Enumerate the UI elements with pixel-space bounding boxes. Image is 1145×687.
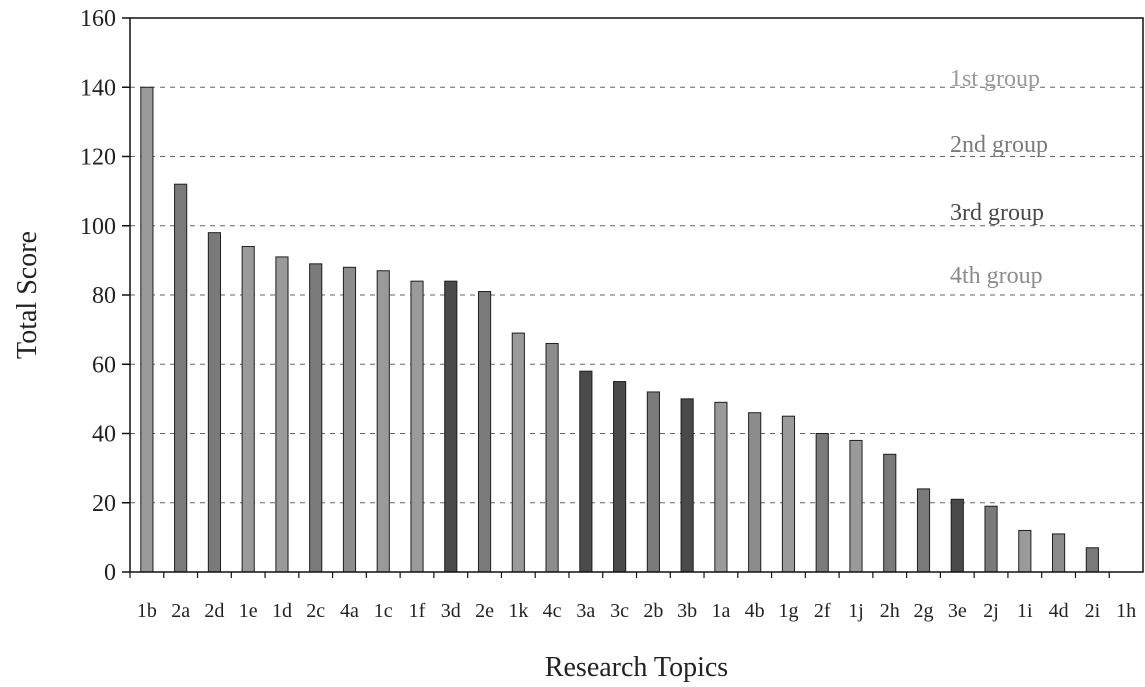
y-tick-label: 100 xyxy=(80,214,116,240)
bar-2f xyxy=(815,433,829,573)
y-tick-label: 0 xyxy=(104,560,116,586)
bar-1j xyxy=(849,439,863,573)
x-tick-label: 1g xyxy=(778,600,798,622)
x-tick-label: 2f xyxy=(814,600,831,622)
bar-2j xyxy=(984,505,998,573)
x-tick-label: 2h xyxy=(880,600,900,622)
bar-4d xyxy=(1052,533,1066,573)
bar-2i xyxy=(1085,547,1099,573)
x-tick-label: 4a xyxy=(340,600,359,622)
bar-4c xyxy=(545,342,559,573)
bar-2e xyxy=(477,291,492,573)
x-tick-label: 4d xyxy=(1049,600,1069,622)
bar-3c xyxy=(613,381,627,573)
bar-1d xyxy=(275,256,289,573)
x-tick-label: 1i xyxy=(1017,600,1033,622)
bar-1b xyxy=(140,86,154,573)
bar-3d xyxy=(444,280,458,573)
x-tick-label: 1k xyxy=(508,600,528,622)
x-tick-label: 2g xyxy=(914,600,934,622)
x-tick-label: 1j xyxy=(848,600,864,622)
legend-item: 4th group xyxy=(950,263,1043,289)
y-tick-label: 20 xyxy=(92,491,116,517)
x-tick-label: 3b xyxy=(677,600,697,622)
x-tick-label: 3d xyxy=(441,600,461,622)
x-tick-label: 3a xyxy=(576,600,595,622)
x-tick-label: 2c xyxy=(306,600,325,622)
bar-2d xyxy=(207,232,221,573)
x-tick-label: 1h xyxy=(1116,600,1136,622)
x-tick-label: 3e xyxy=(948,600,967,622)
y-tick-label: 140 xyxy=(80,75,116,101)
y-tick-label: 80 xyxy=(92,283,116,309)
bar-2c xyxy=(309,263,323,573)
bar-3b xyxy=(680,398,694,573)
y-tick-label: 160 xyxy=(80,6,116,32)
x-tick-label: 1c xyxy=(374,600,393,622)
legend-item: 1st group xyxy=(950,66,1040,92)
x-tick-label: 2d xyxy=(204,600,224,622)
x-tick-label: 2i xyxy=(1085,600,1101,622)
x-tick-label: 1f xyxy=(409,600,426,622)
bar-3e xyxy=(950,498,964,573)
x-tick-label: 2e xyxy=(475,600,494,622)
bar-1g xyxy=(781,415,796,573)
gridlines xyxy=(130,86,1143,504)
y-axis-title: Total Score xyxy=(12,231,43,359)
bar-1e xyxy=(241,246,255,573)
bar-1i xyxy=(1018,529,1032,573)
x-tick-label: 4c xyxy=(543,600,562,622)
bar-4b xyxy=(748,412,762,573)
bar-2b xyxy=(646,391,660,573)
legend-item: 3rd group xyxy=(950,200,1044,226)
bar-4a xyxy=(342,266,357,573)
legend: 1st group 2nd group 3rd group 4th group xyxy=(950,66,1048,289)
bar-1f xyxy=(410,280,424,573)
x-tick-label: 2j xyxy=(983,600,999,622)
x-tick-label: 4b xyxy=(745,600,765,622)
x-tick-label: 3c xyxy=(610,600,629,622)
bar-2h xyxy=(883,453,897,573)
x-axis-ticks: 1b 2a 2d 1e 1d 2c 4a 1c 1f 3d 2e 1k 4c 3a 3c 2b 3b 1a 4b 1g… xyxy=(129,572,1136,622)
bar-2g xyxy=(916,488,931,573)
bar-1k xyxy=(511,332,525,573)
bar-1c xyxy=(376,270,390,573)
bar-2a xyxy=(174,183,188,573)
x-tick-label: 2b xyxy=(643,600,663,622)
y-tick-label: 40 xyxy=(92,422,116,448)
y-axis-ticks: 0 20 40 60 80 100 120 140 160 xyxy=(80,6,130,586)
legend-item: 2nd group xyxy=(950,132,1048,158)
x-tick-label: 1b xyxy=(137,600,157,622)
x-tick-label: 2a xyxy=(171,600,190,622)
y-tick-label: 60 xyxy=(92,352,116,378)
x-axis-title: Research Topics xyxy=(545,652,728,683)
x-tick-label: 1a xyxy=(711,600,730,622)
y-tick-label: 120 xyxy=(80,145,116,171)
x-tick-label: 1e xyxy=(239,600,258,622)
x-tick-label: 1d xyxy=(272,600,292,622)
bar-3a xyxy=(579,370,593,573)
bar-1a xyxy=(714,401,728,573)
bars xyxy=(140,86,1099,573)
